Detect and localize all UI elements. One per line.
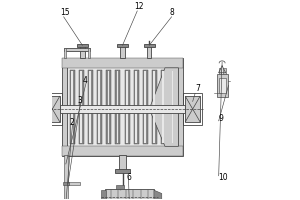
Bar [77, 44, 88, 47]
Bar [71, 113, 73, 143]
Bar [135, 113, 137, 143]
Bar [172, 113, 173, 143]
Bar [115, 169, 130, 173]
Bar [116, 185, 124, 189]
Bar [147, 45, 152, 58]
Bar [172, 71, 173, 106]
Bar [119, 155, 126, 170]
Bar [67, 63, 178, 151]
Bar [88, 48, 90, 58]
Text: 4: 4 [82, 76, 87, 85]
Bar [219, 78, 226, 93]
Bar [64, 48, 66, 58]
Bar [88, 70, 93, 107]
Bar [88, 112, 93, 144]
Text: 7: 7 [195, 84, 200, 93]
Bar [97, 112, 102, 144]
Polygon shape [149, 109, 178, 146]
Bar [116, 70, 121, 107]
Text: 15: 15 [60, 8, 69, 17]
Bar [120, 45, 125, 58]
Bar [116, 112, 121, 144]
Text: 3: 3 [77, 96, 82, 105]
Bar [80, 113, 82, 143]
Bar [183, 93, 203, 125]
Bar [62, 58, 183, 156]
Bar [153, 71, 155, 106]
Bar [101, 190, 106, 200]
Bar [89, 71, 91, 106]
Bar [170, 112, 175, 144]
Bar [106, 70, 111, 107]
Polygon shape [149, 68, 178, 109]
Bar [117, 71, 118, 106]
Bar [45, 96, 60, 122]
Bar [163, 71, 164, 106]
Bar [134, 70, 139, 107]
Text: 12: 12 [134, 2, 144, 11]
Bar [126, 113, 127, 143]
Bar [161, 70, 166, 107]
Bar [223, 68, 226, 74]
Bar [152, 70, 157, 107]
Bar [68, 182, 80, 185]
Bar [143, 112, 148, 144]
Bar [144, 113, 146, 143]
Bar [152, 112, 157, 144]
Bar [144, 44, 155, 47]
Bar [97, 70, 102, 107]
Text: 6: 6 [127, 173, 131, 182]
Bar [143, 70, 148, 107]
Bar [64, 48, 90, 51]
Bar [117, 44, 128, 47]
Bar [30, 107, 40, 111]
Bar [62, 58, 183, 68]
Bar [80, 45, 85, 58]
Bar [219, 68, 221, 74]
Bar [144, 71, 146, 106]
Bar [105, 189, 154, 200]
Bar [64, 155, 68, 184]
Text: 10: 10 [219, 173, 228, 182]
Bar [107, 71, 109, 106]
Text: 8: 8 [169, 8, 174, 17]
Bar [124, 112, 130, 144]
Bar [163, 113, 164, 143]
Bar [153, 113, 155, 143]
Bar [63, 182, 69, 185]
Bar [62, 146, 183, 156]
Bar [106, 112, 111, 144]
Bar [124, 70, 130, 107]
Bar [134, 112, 139, 144]
Text: 9: 9 [219, 114, 224, 123]
Bar [89, 113, 91, 143]
Bar [79, 70, 84, 107]
Bar [107, 113, 109, 143]
Bar [170, 70, 175, 107]
Bar [135, 71, 137, 106]
Bar [126, 71, 127, 106]
Bar [80, 71, 82, 106]
Bar [217, 74, 227, 97]
Bar [64, 184, 68, 200]
Bar [70, 70, 75, 107]
Bar [60, 105, 185, 113]
Bar [117, 113, 118, 143]
Bar [185, 96, 200, 122]
Bar [161, 112, 166, 144]
Bar [71, 71, 73, 106]
Bar [43, 93, 62, 125]
Bar [70, 112, 75, 144]
Text: 2: 2 [70, 118, 74, 127]
Bar [79, 112, 84, 144]
Bar [98, 71, 100, 106]
Polygon shape [154, 190, 162, 200]
Bar [98, 113, 100, 143]
